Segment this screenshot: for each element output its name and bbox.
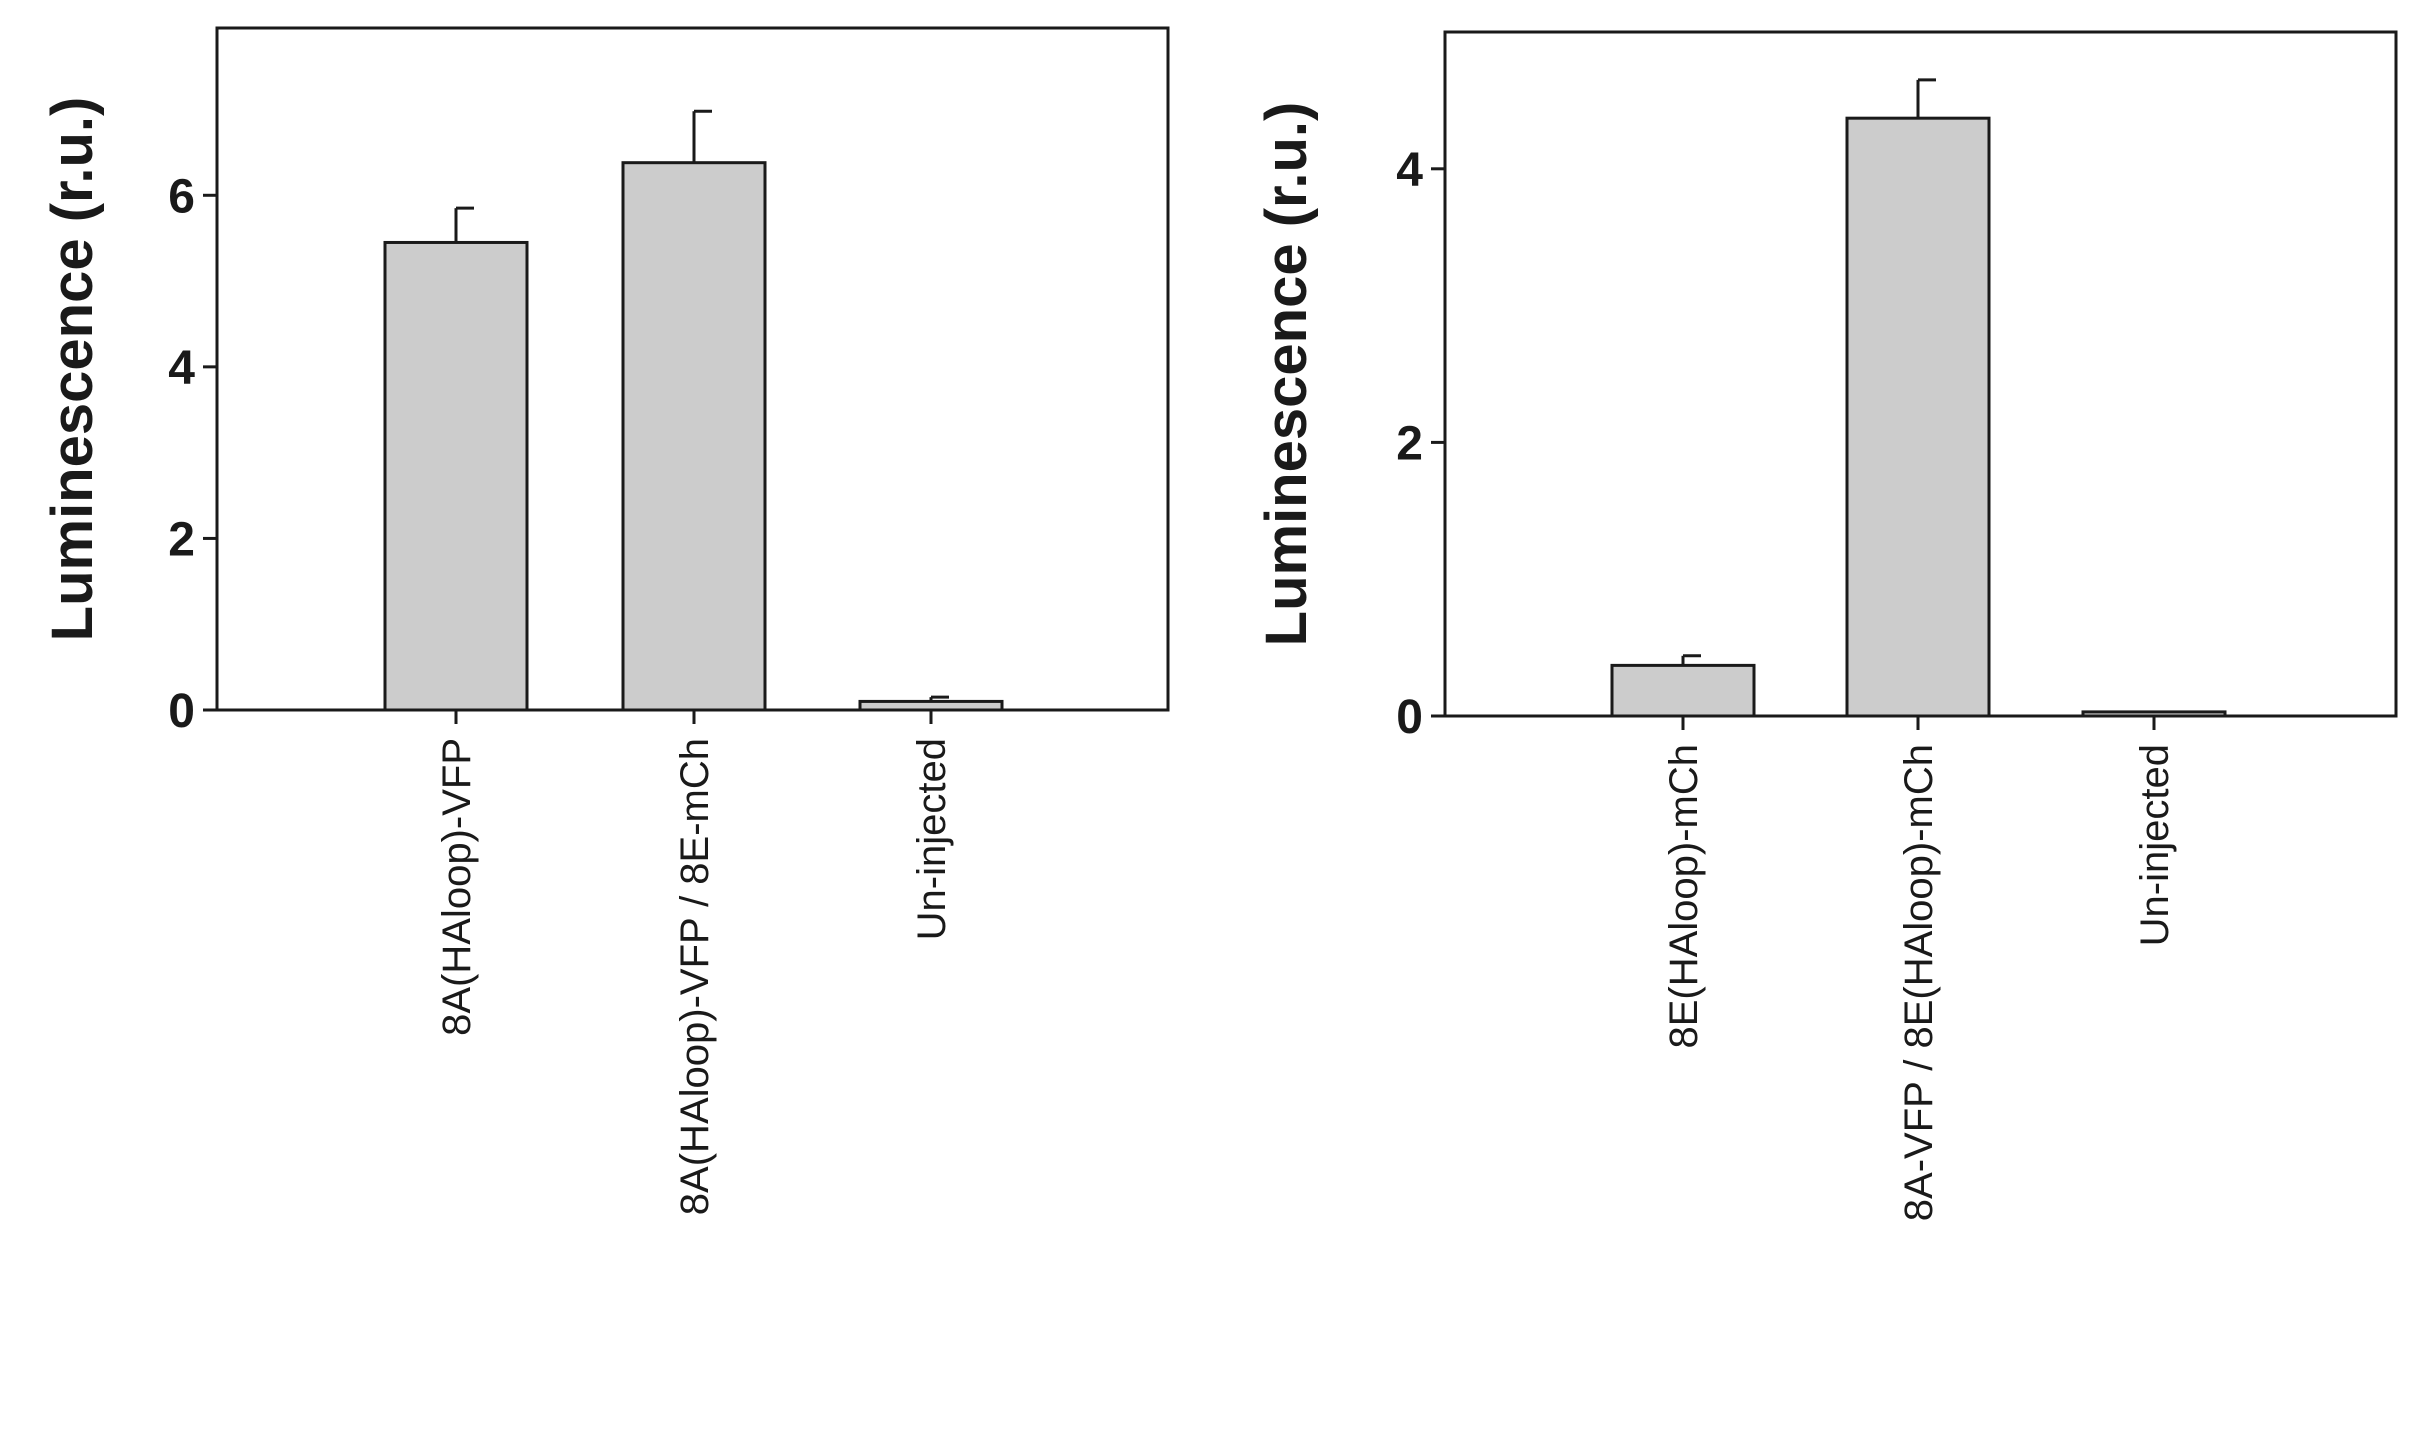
y-tick-label: 6 [168, 170, 195, 223]
y-tick-label: 4 [168, 342, 195, 395]
bar [858, 699, 1004, 712]
bar [2081, 710, 2227, 718]
category-label: 8A(HAloop)-VFP / 8E-mCh [673, 738, 717, 1215]
category-label: 8E(HAloop)-mCh [1662, 744, 1706, 1049]
bar [1610, 663, 1756, 718]
y-tick-label: 4 [1396, 144, 1423, 197]
category-label: Un-injected [910, 738, 954, 940]
y-tick-label: 0 [1396, 691, 1423, 744]
category-label: Un-injected [2133, 744, 2177, 946]
bar [1845, 116, 1991, 718]
y-tick-label: 0 [168, 685, 195, 738]
y-tick-label: 2 [168, 513, 195, 566]
y-axis-title: Luminescence (r.u.) [1254, 102, 1319, 647]
left-chart-panel: 0 2 4 6 Luminescence (r.u.) 8A(HAloop)-VFP 8A(… [40, 26, 1170, 1215]
category-label: 8A-VFP / 8E(HAloop)-mCh [1897, 744, 1941, 1221]
y-tick-label: 2 [1396, 417, 1423, 470]
category-label: 8A(HAloop)-VFP [435, 738, 479, 1036]
bar [383, 240, 529, 712]
y-axis-title: Luminescence (r.u.) [40, 97, 105, 642]
right-chart-panel: 0 2 4 Luminescence (r.u.) 8E(HAloop)-mCh 8A-V… [1254, 30, 2398, 1221]
bar [621, 161, 767, 712]
